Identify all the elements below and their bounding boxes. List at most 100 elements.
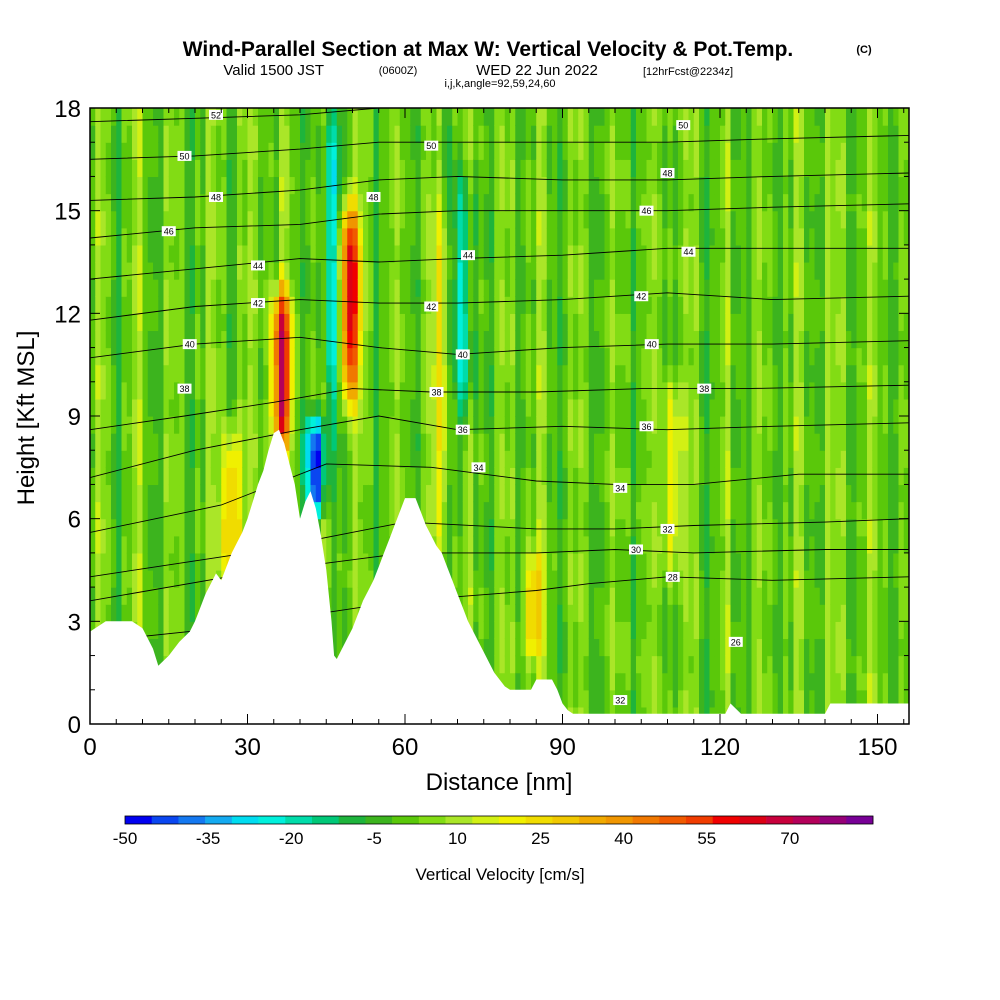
velocity-cell [373,501,380,520]
velocity-cell [667,689,674,708]
velocity-cell [147,587,154,605]
velocity-cell [410,142,417,160]
velocity-cell [520,484,527,503]
velocity-cell [499,535,506,554]
velocity-cell [279,244,285,263]
velocity-cell [725,518,732,537]
velocity-cell [258,125,264,143]
velocity-cell [588,296,595,314]
velocity-cell [667,398,674,417]
velocity-cell [468,347,474,366]
velocity-cell [730,398,737,417]
velocity-cell [499,604,506,622]
velocity-cell [704,689,711,708]
velocity-cell [531,621,537,640]
velocity-cell [630,313,637,332]
velocity-cell [567,398,574,417]
velocity-cell [315,433,322,451]
velocity-cell [625,518,632,537]
velocity-cell [615,398,621,417]
velocity-cell [504,433,511,451]
velocity-cell [452,159,459,178]
velocity-cell [473,467,480,486]
velocity-cell [405,398,411,417]
velocity-cell [510,381,516,400]
velocity-cell [289,296,296,314]
velocity-cell [441,159,448,178]
velocity-cell [546,381,553,400]
velocity-cell [546,570,553,588]
velocity-cell [121,108,128,126]
velocity-cell [546,433,553,451]
velocity-cell [510,467,516,486]
velocity-cell [662,501,669,520]
velocity-cell [153,484,159,503]
velocity-cell [90,398,96,417]
velocity-cell [105,176,112,195]
velocity-cell [268,193,275,212]
velocity-cell [594,398,600,417]
velocity-cell [378,518,385,537]
velocity-cell [573,604,579,622]
velocity-cell [210,227,217,246]
velocity-cell [531,347,537,366]
velocity-cell [683,655,690,674]
velocity-cell [520,655,527,674]
velocity-cell [105,604,112,622]
velocity-cell [462,142,469,160]
velocity-cell [389,484,396,503]
velocity-cell [756,672,763,691]
velocity-cell [273,227,280,246]
velocity-cell [436,467,443,486]
velocity-cell [331,142,338,160]
velocity-cell [184,604,191,622]
velocity-cell [447,193,453,212]
velocity-cell [746,296,753,314]
velocity-cell [126,313,133,332]
velocity-cell [90,416,96,434]
velocity-cell [373,416,380,434]
velocity-cell [284,125,291,143]
velocity-cell [347,296,354,314]
velocity-cell [163,262,170,280]
velocity-cell [604,484,611,503]
velocity-cell [462,159,469,178]
velocity-cell [762,484,768,503]
velocity-cell [688,142,695,160]
velocity-cell [583,467,590,486]
velocity-cell [226,535,233,554]
velocity-cell [552,244,558,263]
velocity-cell [273,416,280,434]
velocity-cell [200,193,207,212]
velocity-cell [462,552,469,571]
velocity-cell [615,227,621,246]
velocity-cell [153,570,159,588]
velocity-cell [620,587,627,605]
velocity-cell [741,621,747,640]
velocity-cell [636,398,642,417]
copyright-mark: (C) [856,44,872,56]
velocity-cell [363,416,369,434]
velocity-cell [557,330,564,349]
velocity-cell [557,262,564,280]
velocity-cell [557,450,564,468]
velocity-cell [415,244,422,263]
velocity-cell [116,416,123,434]
velocity-cell [326,347,333,366]
velocity-cell [95,108,102,126]
velocity-cell [578,313,585,332]
velocity-cell [426,381,432,400]
velocity-cell [126,210,133,229]
velocity-cell [714,142,721,160]
velocity-cell [116,381,123,400]
velocity-cell [625,484,632,503]
velocity-cell [273,159,280,178]
velocity-cell [90,587,96,605]
velocity-cell [410,210,417,229]
velocity-cell [704,210,711,229]
velocity-cell [153,347,159,366]
velocity-cell [116,313,123,332]
velocity-cell [756,604,763,622]
velocity-cell [578,587,585,605]
velocity-cell [651,450,658,468]
